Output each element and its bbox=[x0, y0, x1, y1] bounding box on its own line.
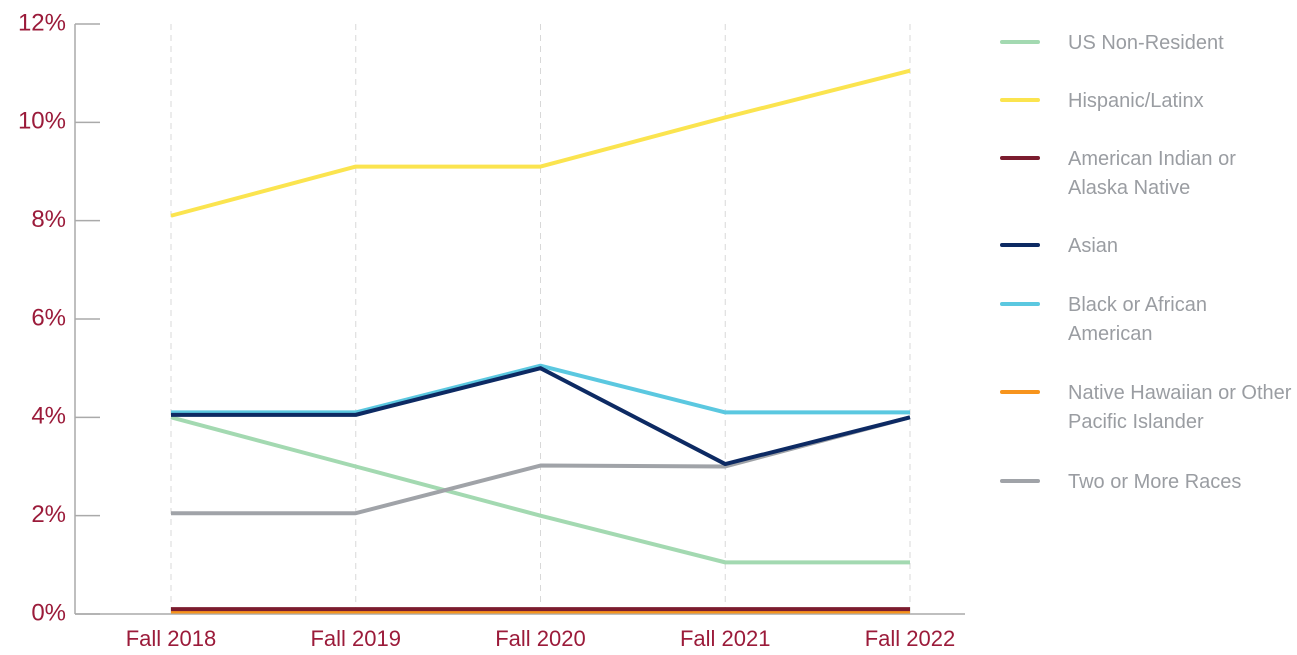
x-tick-label: Fall 2020 bbox=[495, 626, 586, 651]
series-line bbox=[170, 415, 910, 565]
legend-item: Asian bbox=[1000, 232, 1297, 261]
legend-swatch bbox=[1000, 156, 1040, 160]
y-tick-label: 2% bbox=[31, 501, 66, 528]
legend-item: US Non-Resident bbox=[1000, 29, 1297, 58]
legend-swatch bbox=[1000, 98, 1040, 102]
y-tick-label: 12% bbox=[18, 9, 66, 36]
legend-label: American Indian or Alaska Native bbox=[1068, 148, 1236, 199]
legend-label: Two or More Races bbox=[1068, 471, 1242, 493]
y-tick-label: 4% bbox=[31, 403, 66, 430]
legend-label: Native Hawaiian or Other Pacific Islande… bbox=[1068, 382, 1292, 433]
series-line bbox=[171, 363, 910, 415]
legend-item: Hispanic/Latinx bbox=[1000, 87, 1297, 116]
x-tick-label: Fall 2018 bbox=[126, 626, 217, 651]
legend-item: Two or More Races bbox=[1000, 468, 1297, 497]
legend-label: Asian bbox=[1068, 235, 1119, 257]
x-tick-label: Fall 2022 bbox=[865, 626, 956, 651]
legend-item: Black or African American bbox=[1000, 291, 1297, 349]
legend-swatch bbox=[1000, 40, 1040, 44]
y-tick-label: 0% bbox=[31, 599, 66, 626]
y-tick-label: 10% bbox=[18, 108, 66, 135]
legend-item: American Indian or Alaska Native bbox=[1000, 145, 1297, 203]
legend-item: Native Hawaiian or Other Pacific Islande… bbox=[1000, 379, 1297, 437]
x-tick-label: Fall 2021 bbox=[680, 626, 771, 651]
legend-swatch bbox=[1000, 479, 1040, 483]
series-line bbox=[170, 68, 911, 218]
y-tick-label: 8% bbox=[31, 206, 66, 233]
legend-label: Black or African American bbox=[1068, 294, 1207, 345]
y-tick-label: 6% bbox=[31, 304, 66, 331]
legend-swatch bbox=[1000, 302, 1040, 306]
legend-label: Hispanic/Latinx bbox=[1068, 90, 1204, 112]
legend-swatch bbox=[1000, 243, 1040, 247]
series-line bbox=[171, 366, 911, 467]
x-tick-label: Fall 2019 bbox=[310, 626, 401, 651]
chart: 0% 2% 4% 6% 8% 10% 12% Fall 2018 Fall 2019 Fall 2… bbox=[18, 9, 965, 651]
legend-swatch bbox=[1000, 390, 1040, 394]
legend-label: US Non-Resident bbox=[1068, 32, 1224, 54]
